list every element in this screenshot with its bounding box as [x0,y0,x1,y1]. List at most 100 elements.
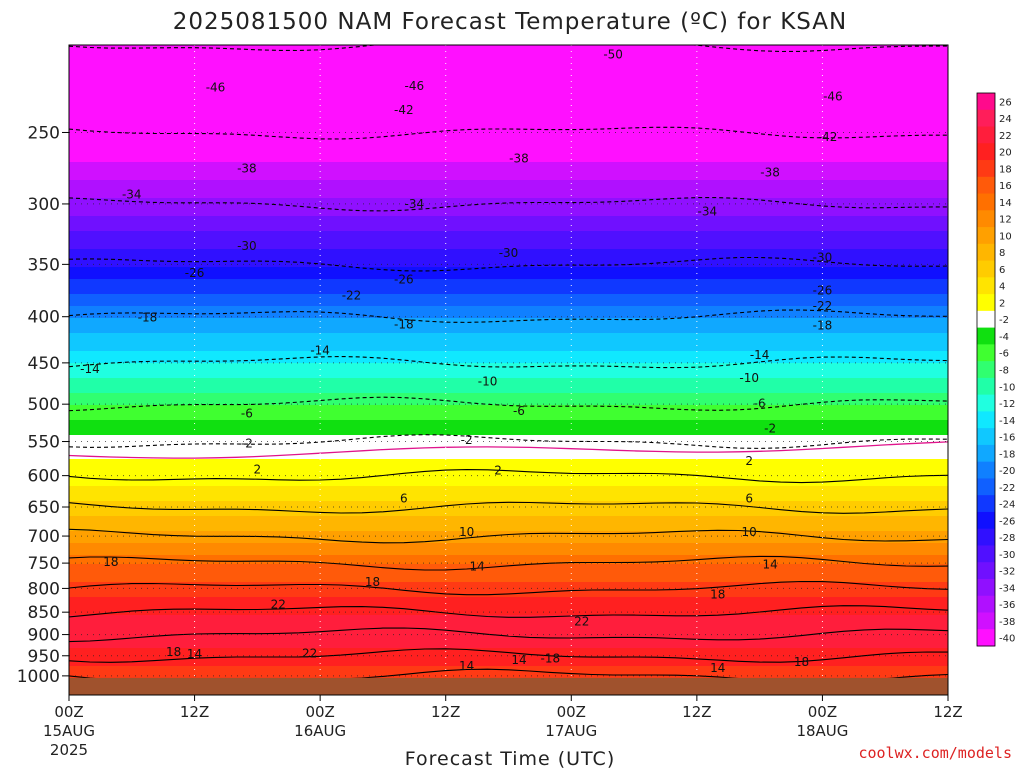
temperature-band [69,441,948,445]
temperature-band [69,114,948,118]
temperature-band [69,420,948,424]
temperature-band [69,45,948,49]
temperature-band [69,558,948,562]
temperature-band [69,618,948,622]
contour-label: -38 [237,161,257,175]
contour-label: -26 [394,273,414,287]
temperature-band [69,450,948,454]
contour-label: 18 [365,575,380,589]
credit-link[interactable]: coolwx.com/models [858,744,1012,762]
temperature-band [69,282,948,286]
temperature-band [69,147,948,151]
temperature-band [69,216,948,220]
temperature-band [69,660,948,664]
temperature-band [69,120,948,124]
contour-label: -30 [237,239,257,253]
contour-label: -22 [342,289,362,303]
temperature-band [69,384,948,388]
colorbar-swatch [977,327,995,345]
temperature-band [69,264,948,268]
colorbar-swatch [977,160,995,178]
temperature-band [69,453,948,457]
x-tick-label: 00Z [557,703,586,721]
colorbar-swatch [977,176,995,195]
temperature-band [69,303,948,307]
colorbar-swatch [977,612,995,630]
y-tick-label: 300 [28,195,60,215]
temperature-band [69,591,948,595]
temperature-band [69,357,948,361]
temperature-band [69,492,948,496]
contour-label: -2 [241,437,253,451]
temperature-band [69,87,948,91]
temperature-band [69,480,948,484]
temperature-band [69,198,948,202]
colorbar-label: 16 [999,181,1012,192]
contour-label: -38 [760,166,780,180]
temperature-band [69,579,948,583]
temperature-band [69,219,948,223]
colorbar-swatch [977,578,995,597]
temperature-band [69,288,948,292]
temperature-band [69,315,948,319]
temperature-band [69,549,948,553]
contour-label: -46 [405,79,425,93]
contour-label: -2 [764,421,776,435]
temperature-band [69,603,948,607]
temperature-band [69,636,948,640]
x-tick-label: 12Z [682,703,711,721]
temperature-band [69,180,948,184]
colorbar-label: -18 [999,449,1015,460]
temperature-band [69,381,948,385]
temperature-band [69,471,948,475]
temperature-band [69,528,948,532]
temperature-band [69,273,948,277]
contour-label: 18 [103,555,118,569]
contour-label: -14 [80,362,100,376]
colorbar-frame [976,92,996,647]
temperature-band [69,204,948,208]
temperature-band [69,645,948,649]
temperature-band [69,267,948,271]
temperature-band [69,468,948,472]
temperature-band [69,582,948,586]
temperature-band [69,351,948,355]
temperature-band [69,393,948,397]
temperature-band [69,408,948,412]
temperature-band [69,504,948,508]
temperature-band [69,48,948,52]
temperature-band [69,327,948,331]
temperature-band [69,345,948,349]
y-tick-label: 850 [28,603,60,623]
temperature-band [69,90,948,94]
temperature-band [69,495,948,499]
temperature-band [69,213,948,217]
contour-line [69,580,948,596]
colorbar-swatch [977,193,995,211]
temperature-band [69,414,948,418]
temperature-band [69,201,948,205]
temperature-band [69,312,948,316]
contour-line [69,627,948,643]
temperature-band [69,138,948,142]
temperature-band [69,153,948,157]
y-tick-label: 1000 [17,667,60,687]
temperature-band [69,63,948,67]
contour-label: 22 [574,614,589,628]
temperature-band [69,252,948,256]
temperature-band [69,627,948,631]
colorbar-label: 26 [999,97,1012,108]
temperature-band [69,675,948,679]
colorbar-swatch [977,126,995,144]
temperature-band [69,570,948,574]
temperature-band [69,348,948,352]
temperature-band [69,225,948,229]
temperature-band [69,555,948,559]
temperature-band [69,333,948,337]
temperature-band [69,54,948,58]
temperature-band [69,666,948,670]
temperature-band [69,633,948,637]
temperature-band [69,513,948,517]
temperature-band [69,459,948,463]
temperature-band [69,366,948,370]
